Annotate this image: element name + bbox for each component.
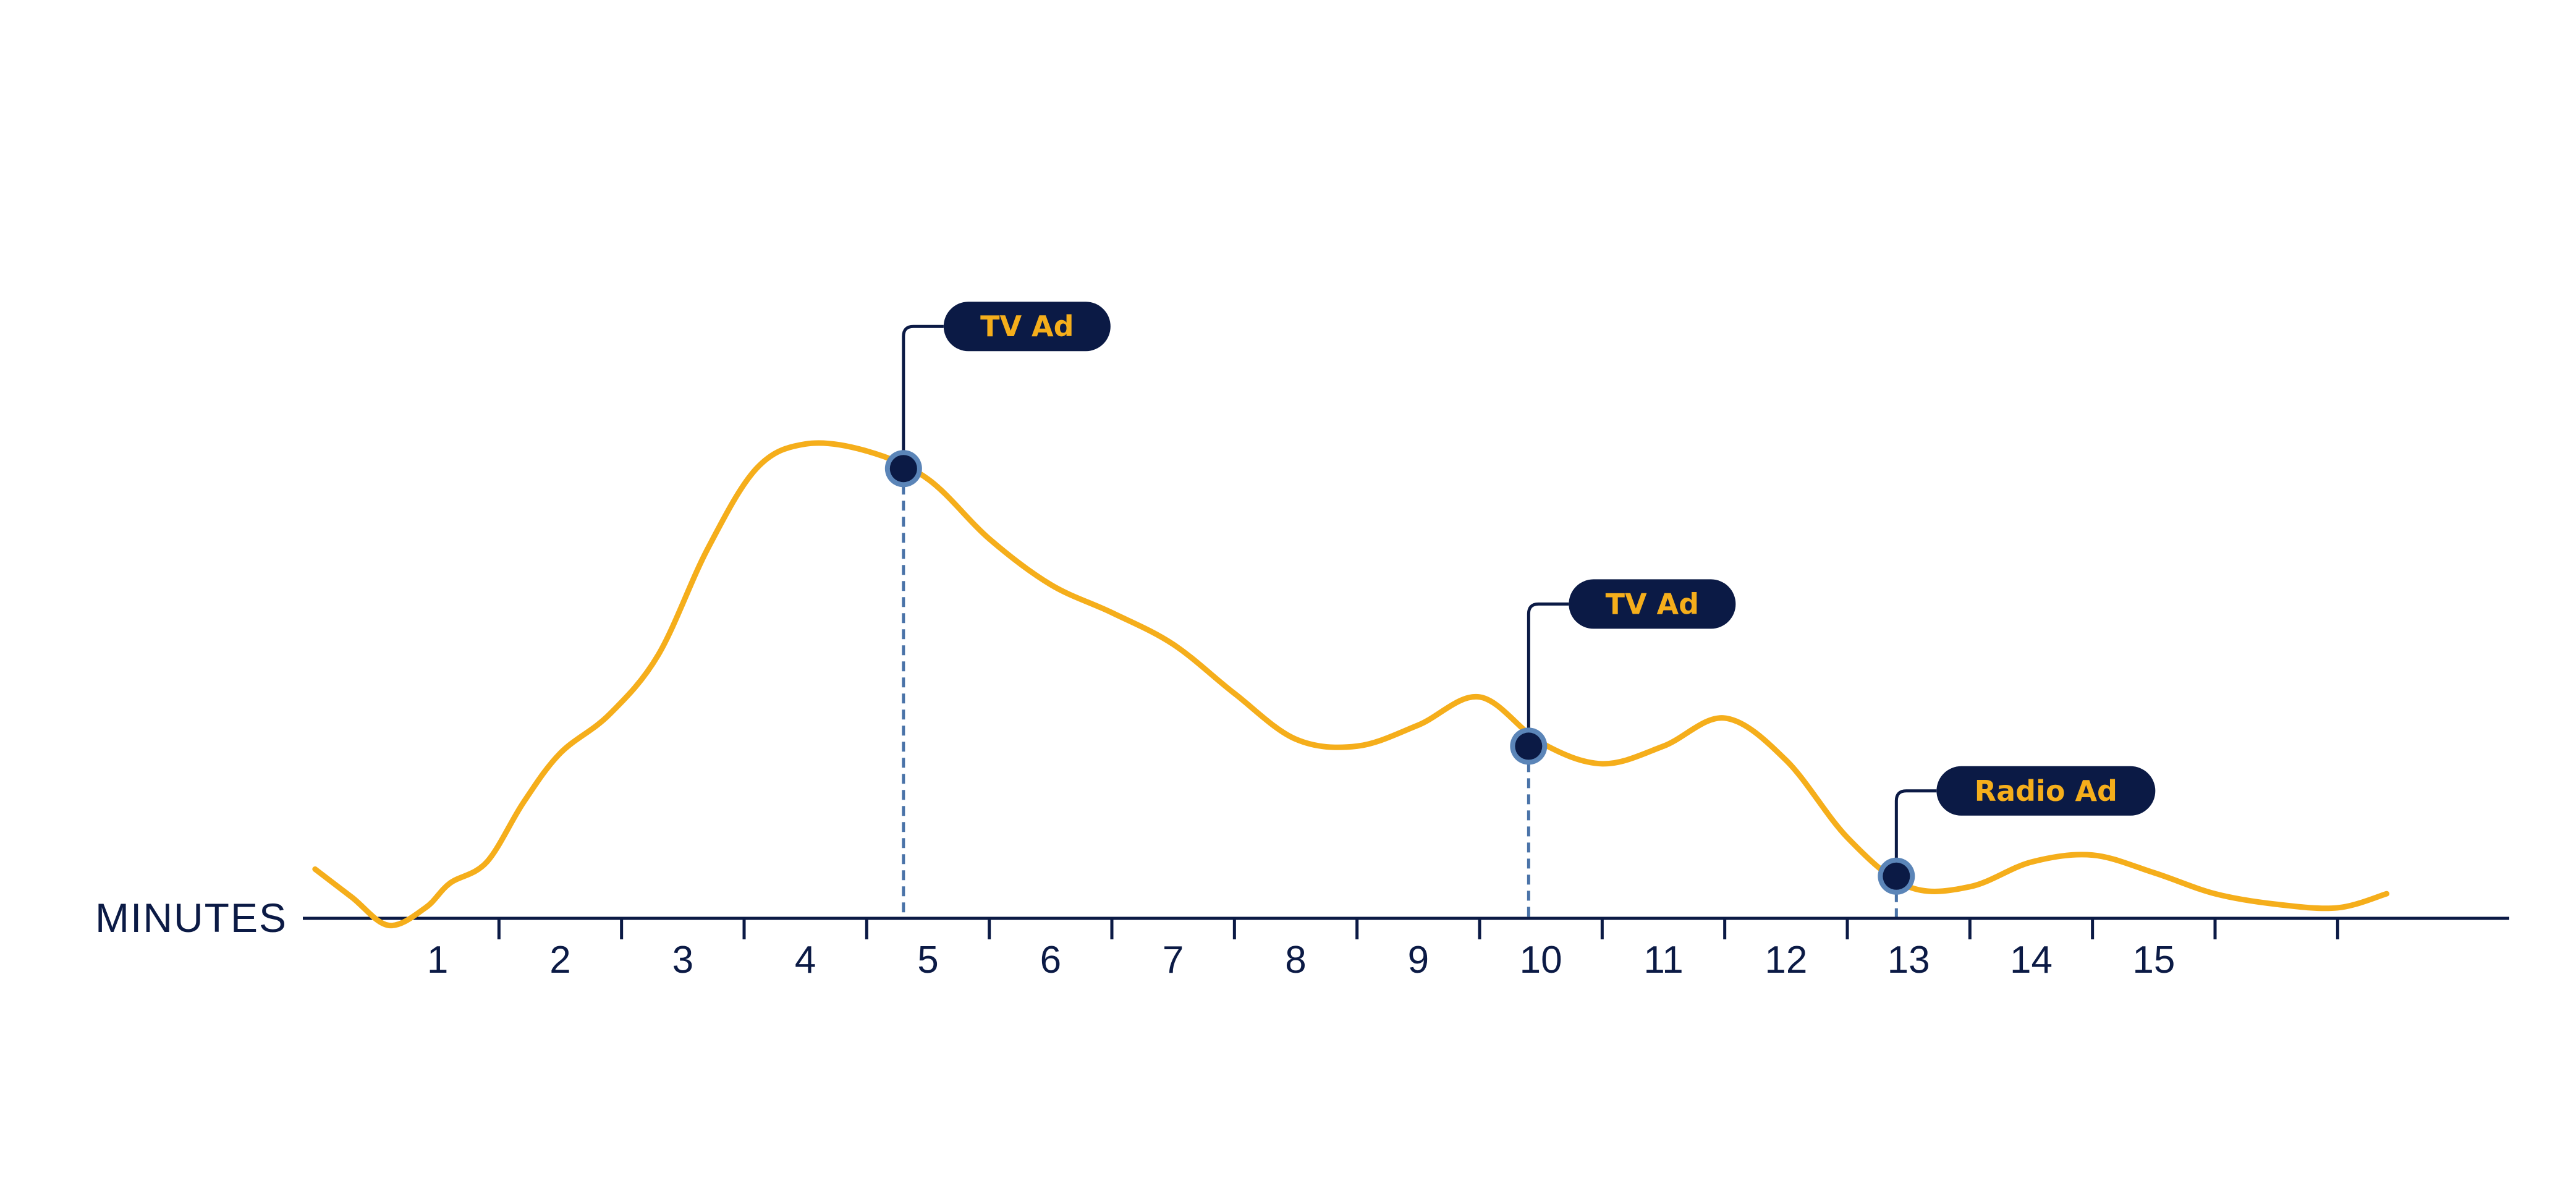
annotation-callout: Radio Ad [1878,766,2156,895]
x-tick-label: 7 [1163,939,1184,981]
annotation-callout: TV Ad [884,302,1111,488]
annotation-connector [1894,789,1937,876]
x-tick-label: 1 [427,939,448,981]
x-tick-label: 3 [672,939,693,981]
x-tick-label: 8 [1285,939,1306,981]
annotation-marker [1515,732,1543,760]
annotation-label-box [1569,579,1736,629]
x-tick-label: 5 [917,939,938,981]
x-tick-label: 10 [1520,939,1562,981]
x-tick-label: 15 [2132,939,2175,981]
annotation-label: TV Ad [1606,587,1700,620]
annotation-connector [902,324,944,469]
annotation-connector [1527,602,1569,747]
x-tick-label: 6 [1040,939,1061,981]
annotation-label: TV Ad [980,310,1074,343]
x-tick-label: 9 [1408,939,1429,981]
x-tick-label: 14 [2010,939,2053,981]
annotation-callout: TV Ad [1510,579,1736,765]
x-tick-label: 11 [1643,939,1683,981]
annotations: TV Ad TV Ad Radio Ad [884,302,2156,895]
x-tick-label: 13 [1888,939,1930,981]
x-tick-label: 4 [795,939,816,981]
annotation-marker [1883,862,1910,890]
guide-lines [902,468,1898,918]
annotation-label-box [1936,766,2156,816]
series-line [312,440,2390,929]
x-axis-title: MINUTES [95,895,287,941]
x-axis-ticks [497,918,2339,939]
x-axis-tick-labels: 1 2 3 4 5 6 7 8 9 10 11 12 13 14 15 [427,939,2175,981]
annotation-label-box [943,302,1111,352]
annotation-label: Radio Ad [1975,774,2117,808]
annotation-marker [889,455,917,483]
x-tick-label: 2 [549,939,570,981]
x-tick-label: 12 [1765,939,1807,981]
